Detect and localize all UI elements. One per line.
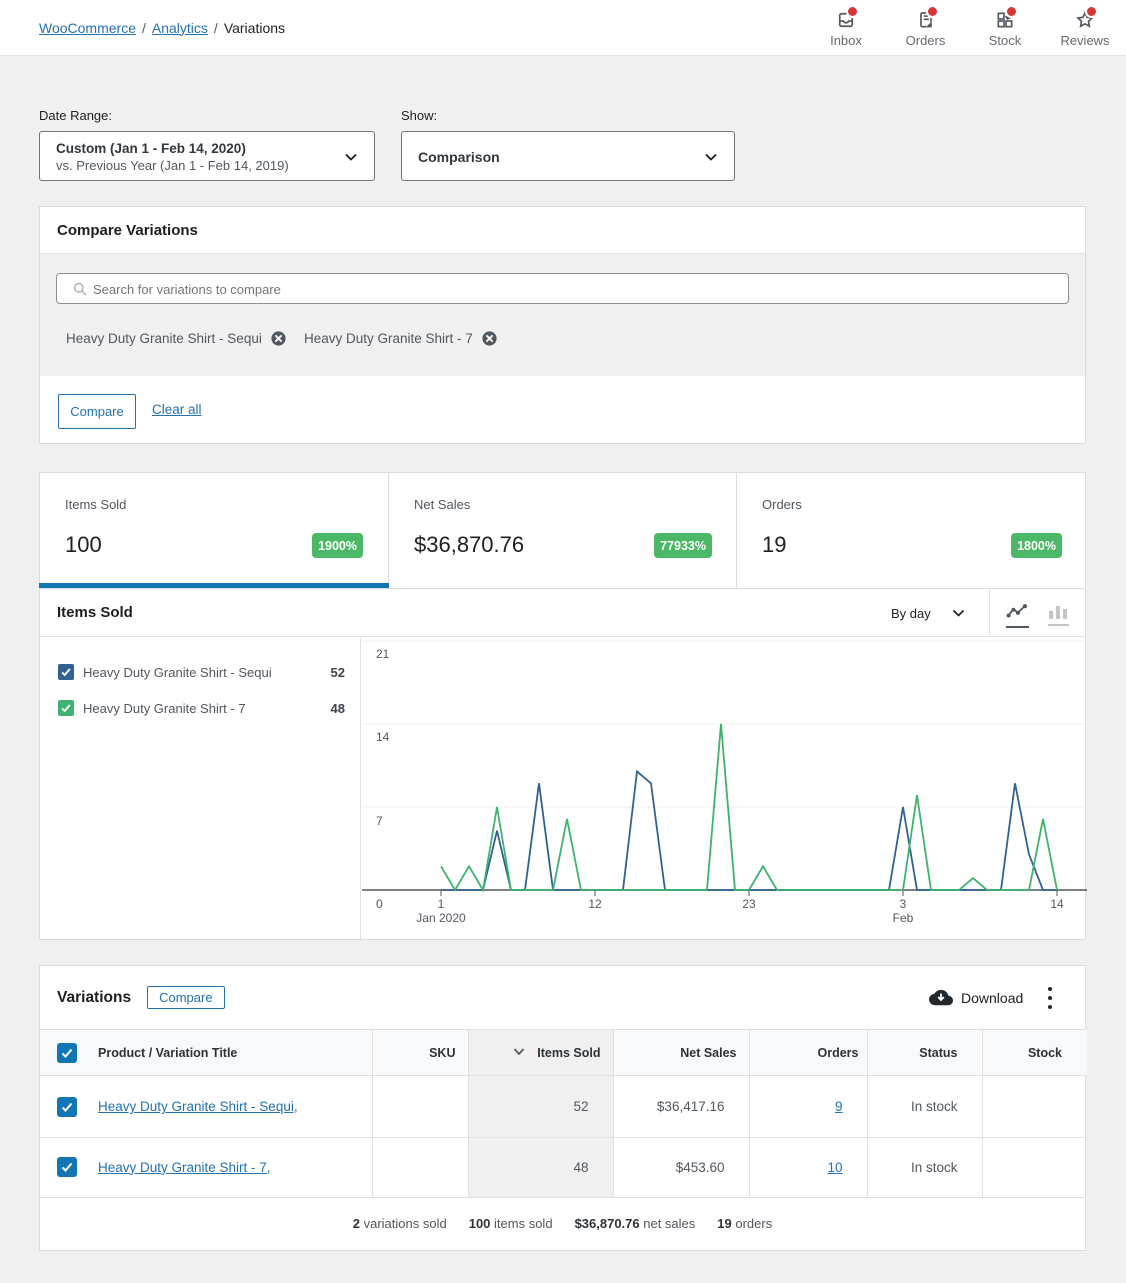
svg-text:Feb: Feb xyxy=(893,911,914,925)
svg-text:Jan 2020: Jan 2020 xyxy=(416,911,466,925)
svg-text:3: 3 xyxy=(900,897,907,911)
svg-text:21: 21 xyxy=(376,647,390,661)
svg-text:23: 23 xyxy=(742,897,756,911)
svg-text:7: 7 xyxy=(376,814,383,828)
svg-text:0: 0 xyxy=(376,897,383,911)
svg-text:1: 1 xyxy=(438,897,445,911)
svg-text:14: 14 xyxy=(376,730,390,744)
svg-text:12: 12 xyxy=(588,897,602,911)
svg-text:14: 14 xyxy=(1050,897,1064,911)
